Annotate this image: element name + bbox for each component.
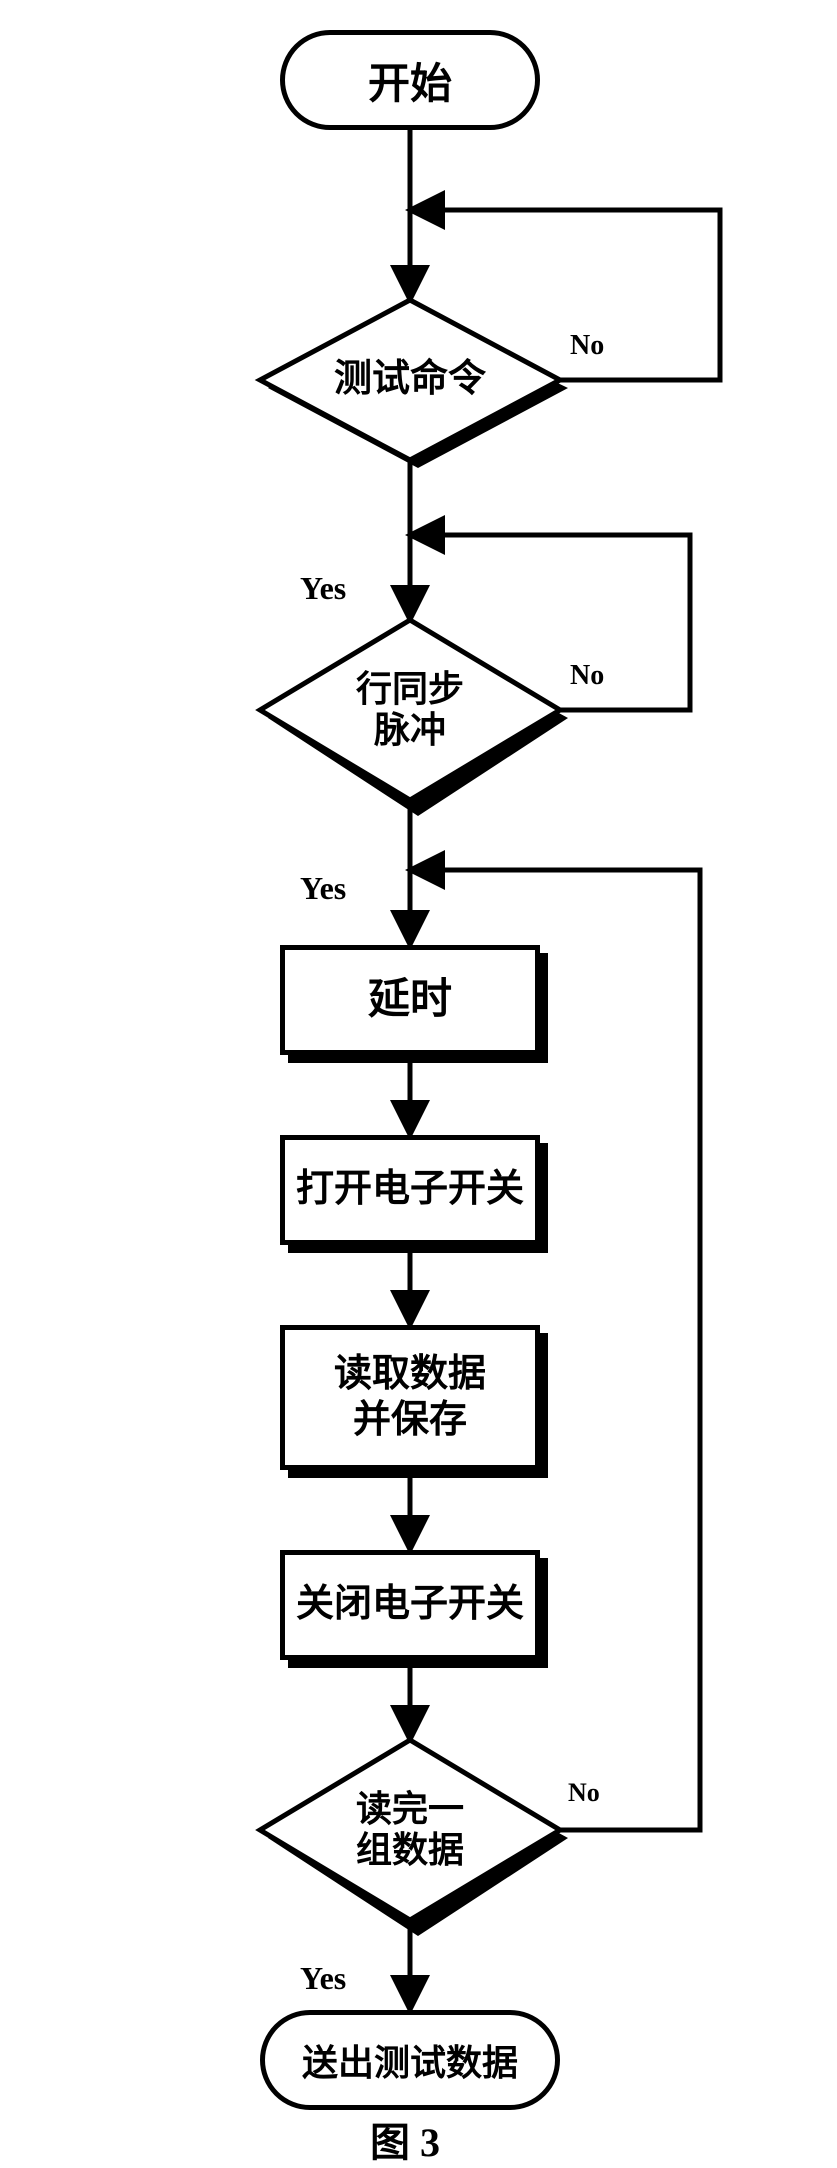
node-process-read-save: 读取数据 并保存: [280, 1325, 540, 1470]
node-decision-hsync: 行同步 脉冲: [260, 620, 560, 800]
node-process-open-label: 打开电子开关: [296, 1167, 524, 1213]
node-process-open-switch: 打开电子开关: [280, 1135, 540, 1245]
node-process-close-switch: 关闭电子开关: [280, 1550, 540, 1660]
flowchart-container: 开始 测试命令 行同步 脉冲 延时 打开电子开关 读取数据 并保存 关闭电子开关…: [0, 0, 837, 2163]
node-decision-3-label: 读完一 组数据: [260, 1740, 560, 1920]
edge-label-d1-no: No: [570, 330, 604, 362]
node-decision-group-done: 读完一 组数据: [260, 1740, 560, 1920]
node-process-delay: 延时: [280, 945, 540, 1055]
node-start-label: 开始: [368, 50, 452, 111]
edge-label-d1-yes: Yes: [300, 570, 346, 607]
node-process-read-label: 读取数据 并保存: [334, 1352, 486, 1443]
node-decision-2-label: 行同步 脉冲: [260, 620, 560, 800]
node-process-close-label: 关闭电子开关: [296, 1582, 524, 1628]
node-decision-test-command: 测试命令: [260, 300, 560, 460]
node-start: 开始: [280, 30, 540, 130]
node-end: 送出测试数据: [260, 2010, 560, 2110]
edge-label-d3-yes: Yes: [300, 1960, 346, 1997]
edge-label-d2-yes: Yes: [300, 870, 346, 907]
node-end-label: 送出测试数据: [302, 2034, 518, 2086]
node-decision-1-label: 测试命令: [260, 300, 560, 460]
node-process-delay-label: 延时: [368, 975, 452, 1025]
edge-label-d3-no: No: [568, 1778, 600, 1808]
edge-label-d2-no: No: [570, 660, 604, 692]
figure-caption: 图 3: [370, 2110, 440, 2168]
